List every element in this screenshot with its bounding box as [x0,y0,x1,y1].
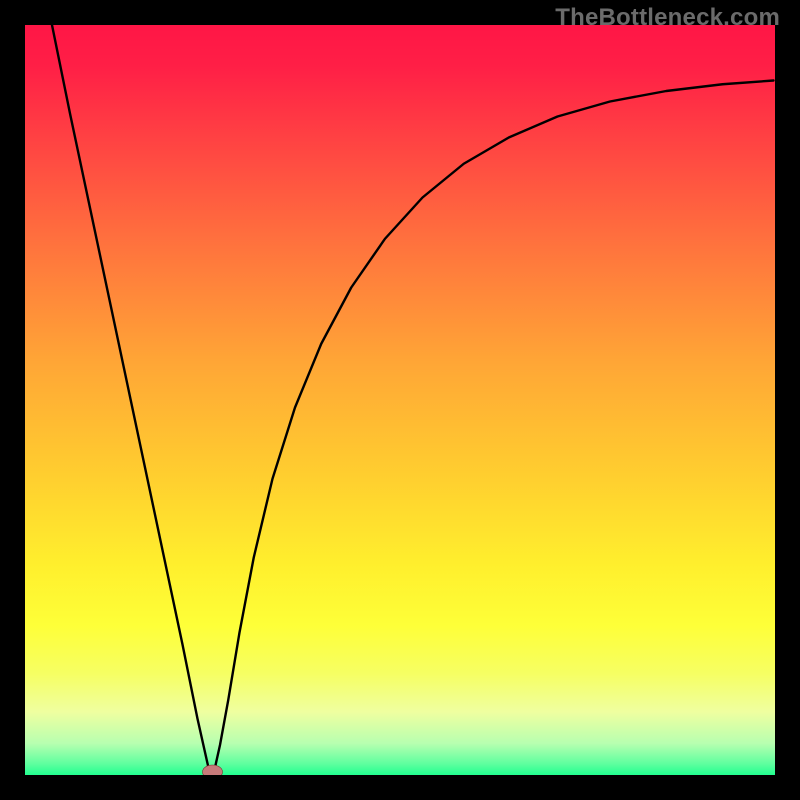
bottleneck-chart-svg [25,25,775,775]
plot-area [25,25,775,775]
gradient-background [25,25,775,775]
chart-frame: TheBottleneck.com [0,0,800,800]
